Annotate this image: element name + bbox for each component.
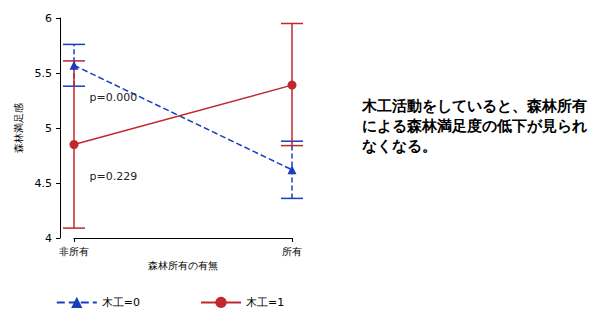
svg-text:6: 6 <box>45 12 52 25</box>
svg-text:森林所有の有無: 森林所有の有無 <box>148 260 218 271</box>
svg-text:木工=0: 木工=0 <box>102 296 140 309</box>
svg-text:森林満足感: 森林満足感 <box>13 103 24 153</box>
svg-text:非所有: 非所有 <box>59 246 89 257</box>
svg-text:所有: 所有 <box>282 246 302 257</box>
svg-text:5: 5 <box>45 122 52 135</box>
svg-text:木工=1: 木工=1 <box>246 296 284 309</box>
svg-text:p=0.000: p=0.000 <box>90 91 138 104</box>
svg-text:5.5: 5.5 <box>35 67 53 80</box>
svg-text:4.5: 4.5 <box>35 177 53 190</box>
html-text:木工活動をしていると、森林所有による森林満足度の低下が見られ: 木工活動をしていると、森林所有による森林満足度の低下が見られなくなる。 <box>362 97 587 155</box>
svg-text:4: 4 <box>45 232 52 245</box>
svg-text:p=0.229: p=0.229 <box>90 170 138 183</box>
